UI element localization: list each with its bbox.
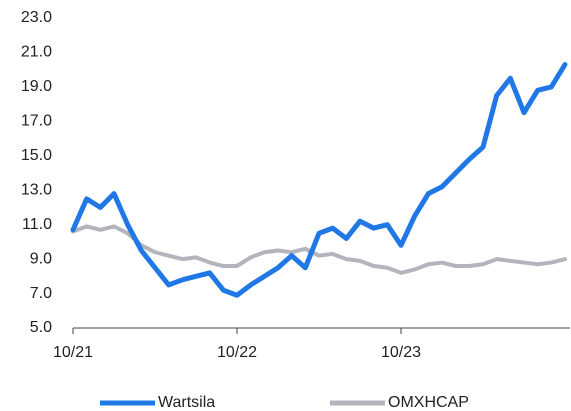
y-tick-label: 11.0 <box>22 216 52 233</box>
x-tick-label: 10/23 <box>381 344 421 361</box>
y-tick-label: 15.0 <box>21 147 52 164</box>
y-tick-label: 13.0 <box>21 181 52 198</box>
y-tick-label: 23.0 <box>21 9 52 26</box>
line-series <box>70 62 568 298</box>
line-series <box>71 224 567 275</box>
y-tick-label: 7.0 <box>30 285 52 302</box>
y-tick-label: 5.0 <box>30 319 52 336</box>
y-tick-label: 19.0 <box>21 78 52 95</box>
x-tick-label: 10/22 <box>217 344 257 361</box>
y-tick-label: 17.0 <box>21 113 52 130</box>
legend-label: OMXHCAP <box>388 394 469 411</box>
y-tick-label: 9.0 <box>30 250 52 267</box>
legend-label: Wartsila <box>158 394 215 411</box>
x-tick-label: 10/21 <box>53 344 93 361</box>
y-tick-label: 21.0 <box>21 44 52 61</box>
